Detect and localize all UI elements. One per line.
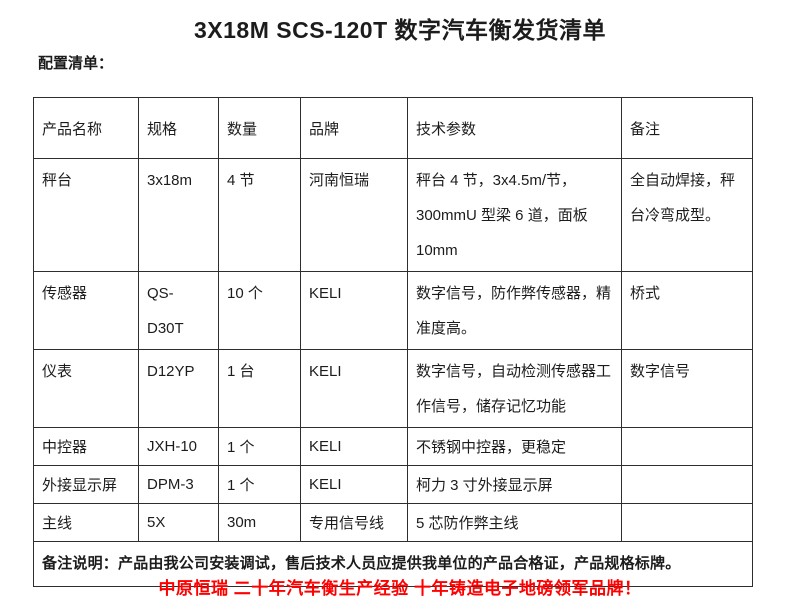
footer-note: 备注说明：产品由我公司安装调试，售后技术人员应提供我单位的产品合格证，产品规格标… bbox=[33, 541, 753, 587]
cell-tech: 柯力 3 寸外接显示屏 bbox=[407, 465, 622, 504]
cell-qty: 10 个 bbox=[218, 271, 301, 350]
cell-spec: JXH-10 bbox=[138, 427, 219, 466]
cell-spec: QS-D30T bbox=[138, 271, 219, 350]
cell-product-name: 中控器 bbox=[33, 427, 139, 466]
table-row: 外接显示屏 DPM-3 1 个 KELI 柯力 3 寸外接显示屏 bbox=[33, 465, 753, 504]
cell-tech: 数字信号，防作弊传感器，精准度高。 bbox=[407, 271, 622, 350]
cell-spec: 5X bbox=[138, 503, 219, 542]
cell-tech: 不锈钢中控器，更稳定 bbox=[407, 427, 622, 466]
cell-spec: DPM-3 bbox=[138, 465, 219, 504]
cell-brand: 专用信号线 bbox=[300, 503, 408, 542]
cell-note bbox=[621, 427, 753, 466]
cell-brand: KELI bbox=[300, 465, 408, 504]
cell-qty: 4 节 bbox=[218, 158, 301, 272]
col-header-spec: 规格 bbox=[138, 97, 219, 159]
cell-note bbox=[621, 503, 753, 542]
cell-qty: 1 个 bbox=[218, 427, 301, 466]
company-slogan: 中原恒瑞 二十年汽车衡生产经验 十年铸造电子地磅领军品牌！ bbox=[158, 579, 642, 598]
cell-brand: KELI bbox=[300, 349, 408, 428]
cell-tech: 数字信号，自动检测传感器工作信号，储存记忆功能 bbox=[407, 349, 622, 428]
table-row: 中控器 JXH-10 1 个 KELI 不锈钢中控器，更稳定 bbox=[33, 427, 753, 466]
col-header-qty: 数量 bbox=[218, 97, 301, 159]
page-title: 3X18M SCS-120T 数字汽车衡发货清单 bbox=[193, 17, 607, 43]
cell-tech: 秤台 4 节，3x4.5m/节，300mmU 型梁 6 道，面板 10mm bbox=[407, 158, 622, 272]
cell-brand: 河南恒瑞 bbox=[300, 158, 408, 272]
config-list-label: 配置清单： bbox=[38, 55, 114, 72]
table-row: 主线 5X 30m 专用信号线 5 芯防作弊主线 bbox=[33, 503, 753, 542]
cell-qty: 1 个 bbox=[218, 465, 301, 504]
table-footer-row: 备注说明：产品由我公司安装调试，售后技术人员应提供我单位的产品合格证，产品规格标… bbox=[33, 541, 753, 587]
cell-qty: 1 台 bbox=[218, 349, 301, 428]
col-header-product-name: 产品名称 bbox=[33, 97, 139, 159]
col-header-tech-params: 技术参数 bbox=[407, 97, 622, 159]
cell-tech: 5 芯防作弊主线 bbox=[407, 503, 622, 542]
cell-note: 数字信号 bbox=[621, 349, 753, 428]
cell-qty: 30m bbox=[218, 503, 301, 542]
config-table: 产品名称 规格 数量 品牌 技术参数 备注 秤台 3x18m 4 节 河南恒瑞 … bbox=[33, 97, 753, 587]
cell-note: 桥式 bbox=[621, 271, 753, 350]
cell-note bbox=[621, 465, 753, 504]
cell-product-name: 秤台 bbox=[33, 158, 139, 272]
table-row: 秤台 3x18m 4 节 河南恒瑞 秤台 4 节，3x4.5m/节，300mmU… bbox=[33, 158, 753, 272]
cell-note: 全自动焊接，秤台冷弯成型。 bbox=[621, 158, 753, 272]
col-header-brand: 品牌 bbox=[300, 97, 408, 159]
cell-product-name: 外接显示屏 bbox=[33, 465, 139, 504]
cell-brand: KELI bbox=[300, 427, 408, 466]
cell-spec: 3x18m bbox=[138, 158, 219, 272]
table-row: 仪表 D12YP 1 台 KELI 数字信号，自动检测传感器工作信号，储存记忆功… bbox=[33, 349, 753, 428]
cell-product-name: 仪表 bbox=[33, 349, 139, 428]
table-header-row: 产品名称 规格 数量 品牌 技术参数 备注 bbox=[33, 97, 753, 159]
cell-product-name: 传感器 bbox=[33, 271, 139, 350]
col-header-note: 备注 bbox=[621, 97, 753, 159]
cell-brand: KELI bbox=[300, 271, 408, 350]
table-row: 传感器 QS-D30T 10 个 KELI 数字信号，防作弊传感器，精准度高。 … bbox=[33, 271, 753, 350]
cell-product-name: 主线 bbox=[33, 503, 139, 542]
cell-spec: D12YP bbox=[138, 349, 219, 428]
